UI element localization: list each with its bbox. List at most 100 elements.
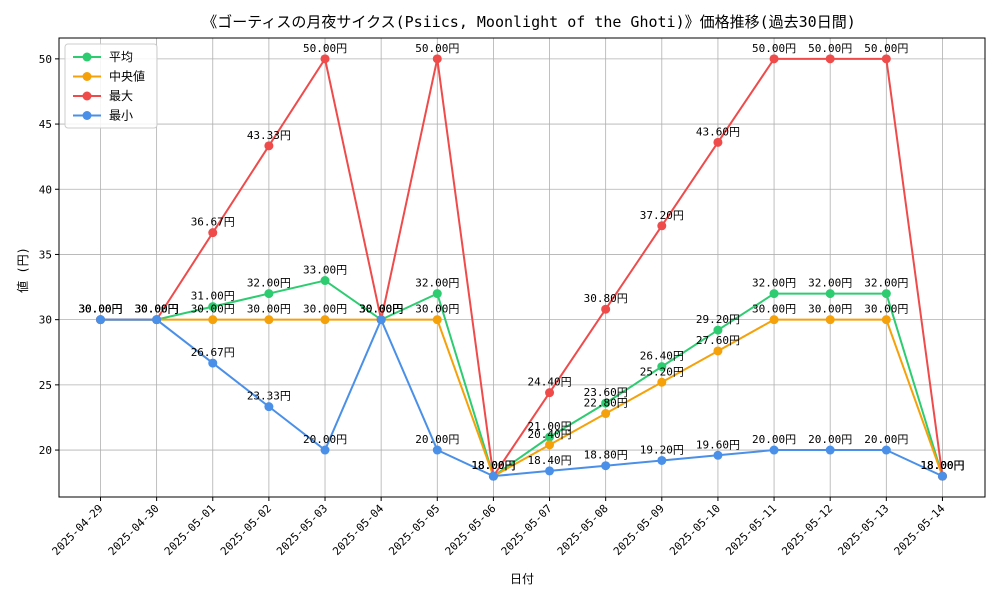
legend-swatch-marker [82,111,92,120]
data-point [96,315,105,325]
data-point [264,141,274,151]
x-tick-label: 2025-04-30 [106,502,162,558]
data-point [432,289,442,299]
data-point [545,440,555,450]
data-label: 33.00円 [303,264,347,277]
data-label: 20.00円 [415,433,459,446]
x-tick-label: 2025-05-08 [555,502,611,558]
x-tick-label: 2025-05-05 [386,502,442,558]
data-point [825,315,835,325]
data-point [657,362,667,372]
x-tick-label: 2025-05-13 [835,502,891,558]
data-label: 30.00円 [78,303,122,316]
data-point [713,346,723,356]
data-label: 32.00円 [864,277,908,290]
data-label: 23.33円 [247,390,291,403]
data-label: 18.00円 [471,459,515,472]
data-point [769,445,779,455]
data-label: 19.60円 [696,438,740,451]
x-tick-label: 2025-05-12 [779,502,835,558]
data-label: 21.00円 [527,420,571,433]
x-tick-label: 2025-05-10 [667,502,723,558]
legend-swatch-marker [82,52,92,62]
data-label: 50.00円 [303,42,347,55]
data-label: 30.00円 [135,303,179,316]
data-point [881,289,891,299]
x-tick-label: 2025-05-14 [892,502,948,558]
x-tick-label: 2025-05-04 [330,502,386,558]
data-point [208,315,218,325]
y-tick-label: 50 [39,53,52,66]
data-label: 23.60円 [584,386,628,399]
data-point [713,137,723,147]
data-point [545,466,555,476]
data-point [769,54,779,64]
data-label: 18.80円 [584,449,628,462]
x-tick-label: 2025-04-29 [50,502,106,558]
data-label: 20.40円 [527,428,571,441]
data-label: 32.00円 [752,277,796,290]
data-label: 30.00円 [135,303,179,316]
data-label: 20.00円 [808,433,852,446]
data-label: 43.33円 [247,129,291,142]
data-point [769,315,779,325]
legend-swatch-marker [82,72,92,81]
data-point [208,358,218,368]
data-point [264,289,274,299]
data-labels: 30.00円 30.00円31.00円32.00円33.00円30.00円32.0… [78,42,964,472]
data-label: 25.20円 [640,365,684,378]
data-label: 50.00円 [808,42,852,55]
data-label: 18.00円 [471,459,515,472]
data-label: 31.00円 [191,290,235,303]
data-point [657,221,667,231]
data-label: 32.00円 [808,277,852,290]
data-point [320,54,330,64]
data-label: 26.67円 [191,346,235,359]
legend-box [64,43,158,129]
data-point [152,315,162,325]
x-tick-label: 2025-05-01 [162,502,218,558]
data-point [545,388,555,398]
data-point [657,455,667,465]
data-label: 18.00円 [920,459,964,472]
y-tick-label: 25 [39,379,52,392]
data-label: 50.00円 [864,42,908,55]
data-label: 30.00円 [247,303,291,316]
data-point [432,315,442,325]
data-label: 18.00円 [920,459,964,472]
x-tick-label: 2025-05-02 [218,502,274,558]
legend-entry-label: 最小 [109,109,133,123]
data-label: 30.00円 [415,303,459,316]
data-label: 30.00円 [303,303,347,316]
data-point [320,315,330,325]
data-point [432,445,442,455]
y-tick-label: 40 [39,183,52,196]
data-point [376,315,386,325]
data-label: 20.00円 [303,433,347,446]
y-tick-label: 45 [39,118,52,131]
legend-entry-label: 最大 [109,89,133,103]
data-point [601,304,611,314]
data-point [208,228,218,238]
data-point [264,402,274,412]
data-point [881,315,891,325]
legend-swatch-marker [82,91,92,101]
data-label: 30.00円 [359,303,403,316]
series-line [100,279,944,478]
data-label: 30.00円 [359,303,403,316]
series-line [100,56,944,479]
data-label: 22.80円 [584,397,628,410]
data-label: 50.00円 [752,42,796,55]
y-tick-label: 30 [39,314,52,327]
data-label: 30.00円 [191,303,235,316]
data-label: 50.00円 [415,42,459,55]
data-point [320,445,330,455]
data-point [601,409,611,419]
data-label: 30.00円 [359,303,403,316]
data-label: 30.00円 [359,303,403,316]
data-label: 18.00円 [471,459,515,472]
data-label: 32.00円 [247,277,291,290]
data-label: 30.00円 [78,303,122,316]
